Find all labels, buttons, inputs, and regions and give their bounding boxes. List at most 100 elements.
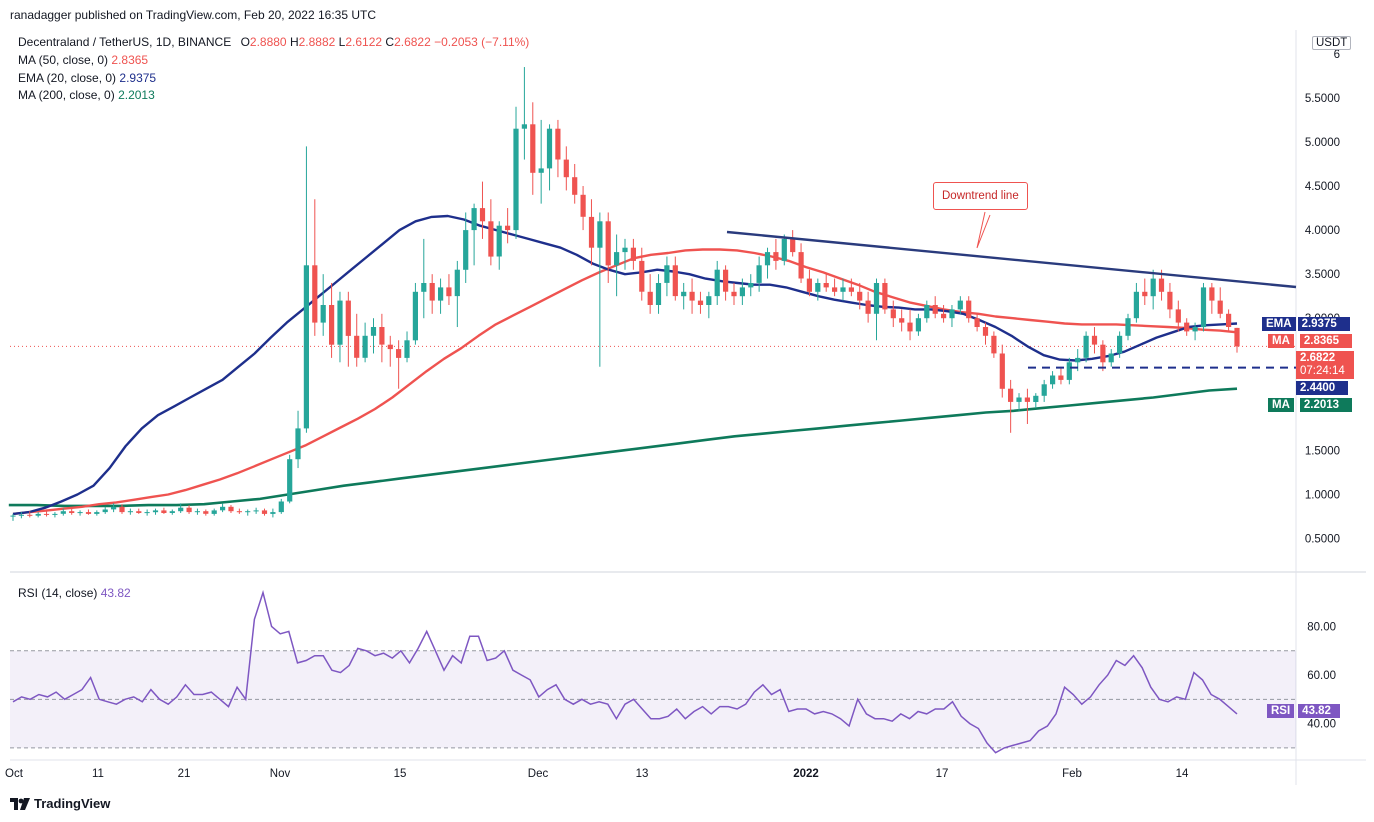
candle-body xyxy=(530,124,536,173)
candle-body xyxy=(211,510,217,514)
published-header: ranadagger published on TradingView.com,… xyxy=(10,8,377,22)
downtrend-callout: Downtrend line xyxy=(933,182,1028,210)
rsi-tag-name: RSI xyxy=(1267,704,1295,718)
candle-body xyxy=(186,507,192,513)
rsi-tick-label: 80.00 xyxy=(1307,622,1336,634)
ma50-price-tag: MA 2.8365 xyxy=(1268,334,1352,348)
time-tick-label: Feb xyxy=(1062,768,1082,780)
candle-body xyxy=(672,265,678,297)
currency-label[interactable]: USDT xyxy=(1312,36,1352,50)
candle-body xyxy=(513,128,519,231)
candle-body xyxy=(27,514,33,516)
ma200-tag-value: 2.2013 xyxy=(1299,398,1352,412)
candle-body xyxy=(563,159,569,178)
candle-body xyxy=(169,511,175,513)
candle-body xyxy=(1108,353,1114,363)
candle-body xyxy=(1117,335,1123,354)
symbol-name: Decentraland / TetherUS, 1D, BINANCE xyxy=(18,35,232,49)
rsi-tag-value: 43.82 xyxy=(1298,704,1341,718)
candle-body xyxy=(907,322,913,332)
candle-body xyxy=(966,300,972,319)
candle-body xyxy=(1234,327,1240,347)
candle-body xyxy=(739,287,745,297)
ma50-value: 2.8365 xyxy=(111,53,149,67)
candle-body xyxy=(136,511,142,513)
candle-body xyxy=(438,287,444,301)
candle-body xyxy=(756,265,762,283)
ema-price-tag: EMA 2.9375 xyxy=(1262,317,1350,331)
candle-body xyxy=(446,287,452,297)
candle-body xyxy=(915,318,921,332)
candle-body xyxy=(1158,278,1165,292)
candle-body xyxy=(1184,322,1190,332)
rsi-label: RSI (14, close) xyxy=(18,586,98,600)
candle-body xyxy=(1091,335,1098,345)
price-tick-label: 0.5000 xyxy=(1305,534,1340,546)
candle-body xyxy=(287,459,293,502)
rsi-value-tag: RSI 43.82 xyxy=(1267,704,1341,718)
candle-body xyxy=(505,225,511,231)
candle-body xyxy=(1150,278,1156,297)
candle-body xyxy=(1050,375,1056,385)
price-tick-label: 5.0000 xyxy=(1305,137,1340,149)
candle-body xyxy=(664,265,670,283)
candle-body xyxy=(295,428,301,460)
candle-body xyxy=(941,313,947,319)
candle-body xyxy=(1175,309,1181,323)
rsi-legend-value: 43.82 xyxy=(100,586,131,600)
candle-body xyxy=(144,512,150,514)
candle-body xyxy=(781,238,787,261)
candle-body xyxy=(605,221,611,266)
candle-body xyxy=(43,513,50,515)
candle-body xyxy=(647,291,653,305)
candle-body xyxy=(454,269,460,297)
candle-body xyxy=(764,252,771,266)
price-tick-label: 4.5000 xyxy=(1305,181,1340,193)
price-tick-label: 1.0000 xyxy=(1305,489,1340,501)
ema20-legend: EMA (20, close, 0) 2.9375 xyxy=(18,71,156,85)
ma200-price-tag: MA 2.2013 xyxy=(1268,398,1352,412)
symbol-legend: Decentraland / TetherUS, 1D, BINANCE O2.… xyxy=(18,35,529,49)
candle-body xyxy=(1083,335,1089,358)
tradingview-logo[interactable]: TradingView xyxy=(10,796,110,811)
low-value: 2.6122 xyxy=(345,35,383,49)
candle-body xyxy=(161,510,167,513)
candle-body xyxy=(806,278,812,292)
candle-body xyxy=(999,353,1005,389)
candle-body xyxy=(899,318,905,323)
candle-body xyxy=(840,287,846,292)
ma50-tag-name: MA xyxy=(1268,334,1294,348)
ma200-legend: MA (200, close, 0) 2.2013 xyxy=(18,88,155,102)
candle-body xyxy=(127,511,133,513)
candle-body xyxy=(303,265,309,429)
candle-body xyxy=(588,216,595,248)
ma200-line xyxy=(8,387,1238,508)
candle-body xyxy=(1142,291,1148,297)
candle-body xyxy=(203,511,209,514)
candle-body xyxy=(714,269,720,297)
low-label: L xyxy=(338,35,346,49)
candle-body xyxy=(546,128,553,169)
tradingview-brand: TradingView xyxy=(34,796,111,811)
candle-body xyxy=(597,221,603,248)
candle-body xyxy=(706,296,712,305)
time-tick-label: Oct xyxy=(5,768,24,780)
rsi-tick-label: 60.00 xyxy=(1307,670,1336,682)
candle-body xyxy=(572,177,578,195)
candle-body xyxy=(1217,300,1223,314)
candle-body xyxy=(471,208,477,231)
candle-body xyxy=(496,225,502,257)
rsi-tick-label: 40.00 xyxy=(1307,719,1336,731)
candle-body xyxy=(681,291,687,297)
time-tick-label: Nov xyxy=(270,768,291,780)
candle-body xyxy=(463,230,469,270)
candle-body xyxy=(580,194,586,217)
ma200-tag-name: MA xyxy=(1268,398,1294,412)
candle-body xyxy=(773,252,779,261)
candle-body xyxy=(1192,327,1198,332)
ma50-tag-value: 2.8365 xyxy=(1299,334,1352,348)
time-tick-label: 14 xyxy=(1176,768,1189,780)
candle-body xyxy=(790,238,796,253)
time-tick-label: 21 xyxy=(178,768,191,780)
